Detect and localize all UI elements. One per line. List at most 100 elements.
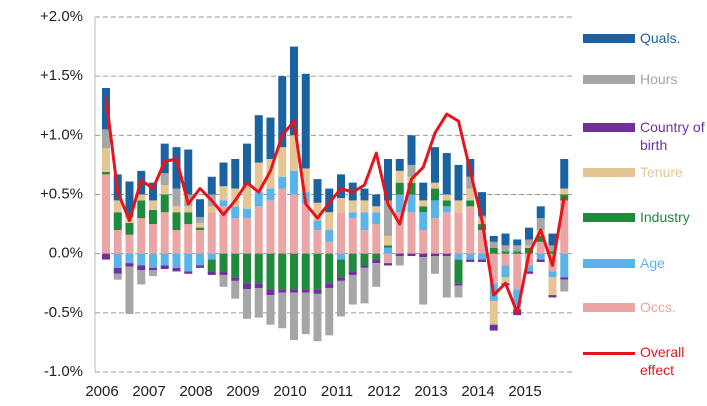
bar-segment bbox=[384, 253, 392, 264]
bar-segment bbox=[501, 245, 510, 252]
legend-swatch bbox=[583, 75, 635, 84]
bar-segment bbox=[137, 265, 146, 271]
legend-label: Occs. bbox=[640, 299, 676, 315]
bar-segment bbox=[184, 224, 193, 254]
bar-segment bbox=[278, 289, 287, 293]
bar-segment bbox=[560, 159, 569, 189]
bar-segment bbox=[360, 267, 369, 304]
bar-segment bbox=[478, 192, 486, 216]
legend-label: Overall effect bbox=[640, 344, 685, 378]
bar-segment bbox=[207, 271, 216, 275]
bar-segment bbox=[196, 222, 204, 228]
bar-segment bbox=[196, 230, 204, 254]
bar-segment bbox=[243, 143, 251, 186]
bar-segment bbox=[454, 200, 463, 213]
bar-segment bbox=[489, 247, 498, 254]
bar-segment bbox=[243, 185, 251, 209]
bar-segment bbox=[313, 220, 322, 230]
bar-segment bbox=[525, 227, 533, 240]
legend-swatch bbox=[583, 34, 635, 43]
bar-segment bbox=[184, 212, 193, 225]
bar-segment bbox=[454, 164, 463, 201]
bar-segment bbox=[536, 253, 545, 260]
x-tick-label: 2013 bbox=[414, 383, 447, 400]
bar-segment bbox=[419, 230, 428, 254]
bar-segment bbox=[384, 245, 392, 248]
legend-swatch bbox=[583, 303, 635, 312]
bar-segment bbox=[172, 253, 181, 268]
legend-label: Quals. bbox=[640, 30, 681, 46]
bar-segment bbox=[125, 253, 134, 264]
bar-segment bbox=[266, 295, 275, 325]
bar-segment bbox=[149, 209, 157, 225]
bar-segment bbox=[489, 253, 498, 284]
bar-segment bbox=[513, 251, 522, 254]
bar-segment bbox=[501, 265, 510, 278]
bar-segment bbox=[454, 253, 463, 260]
bar-segment bbox=[149, 182, 157, 201]
bar-segment bbox=[384, 159, 392, 201]
bar-segment bbox=[266, 289, 275, 296]
bar-segment bbox=[278, 253, 287, 290]
bar-segment bbox=[513, 289, 522, 307]
bar-segment bbox=[454, 283, 463, 286]
bar-segment bbox=[348, 274, 357, 305]
bar-segment bbox=[536, 241, 545, 254]
bar-segment bbox=[149, 253, 157, 268]
bar-segment bbox=[360, 212, 369, 230]
x-tick-label: 2009 bbox=[226, 383, 259, 400]
bar-segment bbox=[266, 200, 275, 254]
bar-segment bbox=[160, 185, 169, 195]
bar-segment bbox=[407, 212, 416, 254]
bar-segment bbox=[442, 200, 451, 207]
line bbox=[104, 97, 566, 315]
bar-segment bbox=[431, 182, 439, 189]
legend-swatch bbox=[583, 213, 635, 222]
bar-segment bbox=[442, 194, 451, 201]
bar-segment bbox=[384, 263, 392, 266]
bar-segment bbox=[384, 247, 392, 254]
y-tick-label: 0.0% bbox=[49, 245, 83, 262]
bar-segment bbox=[172, 188, 181, 207]
bar-segment bbox=[442, 153, 451, 195]
bar-segment bbox=[384, 200, 392, 236]
bar-segment bbox=[196, 265, 204, 268]
bar-segment bbox=[419, 257, 428, 305]
bar-segment bbox=[536, 259, 545, 262]
bar-segment bbox=[290, 135, 298, 171]
bar-segment bbox=[442, 253, 451, 257]
bar-segment bbox=[266, 188, 275, 201]
y-tick-label: -0.5% bbox=[44, 304, 83, 321]
bar-segment bbox=[372, 194, 381, 207]
bar-segment bbox=[278, 147, 287, 177]
bar-segment bbox=[325, 188, 334, 213]
bar-segment bbox=[325, 212, 334, 230]
bar-segment bbox=[407, 182, 416, 195]
bar-segment bbox=[372, 259, 381, 264]
bar-segment bbox=[231, 218, 240, 254]
bar-segment bbox=[360, 188, 369, 201]
bar-segment bbox=[419, 206, 428, 213]
bar-segment bbox=[395, 256, 404, 266]
bar-segment bbox=[466, 206, 475, 254]
bar-segment bbox=[325, 253, 334, 284]
bar-segment bbox=[184, 149, 193, 195]
bar-segment bbox=[301, 203, 310, 254]
bar-segment bbox=[301, 253, 310, 290]
bar-segment bbox=[301, 73, 310, 169]
bar-segment bbox=[513, 245, 522, 252]
bar-segment bbox=[231, 206, 240, 219]
bar-segment bbox=[313, 230, 322, 254]
bar-segment bbox=[431, 188, 439, 201]
bar-segment bbox=[219, 162, 228, 187]
bar-segment bbox=[125, 181, 134, 217]
bar-segment bbox=[254, 162, 263, 193]
bar-segment bbox=[419, 253, 428, 258]
bar-segment bbox=[243, 283, 251, 290]
legend-label: Country of birth bbox=[640, 119, 705, 153]
bar-segment bbox=[290, 46, 298, 136]
bar-segment bbox=[137, 194, 146, 201]
bar-segment bbox=[501, 277, 510, 284]
bar-segment bbox=[113, 212, 122, 230]
